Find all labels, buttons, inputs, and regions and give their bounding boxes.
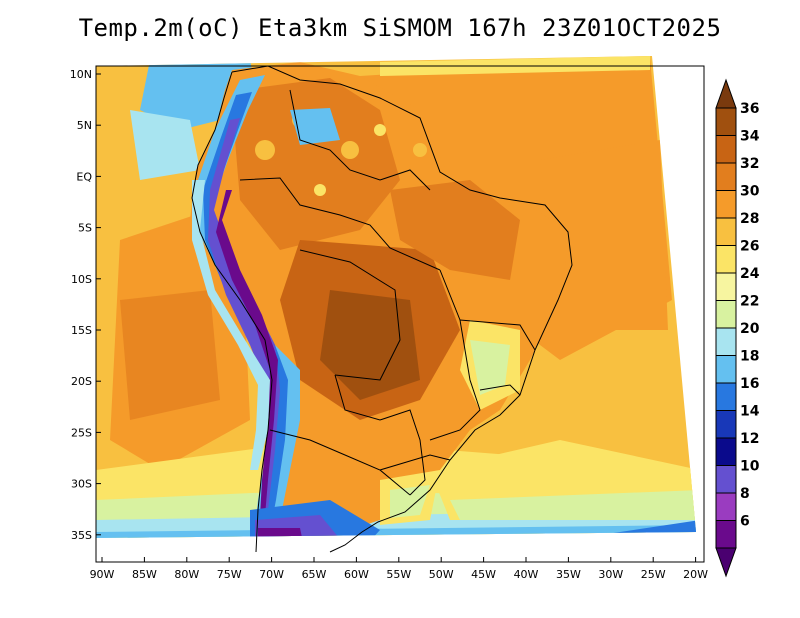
lon-tick-label: 50W (429, 568, 454, 581)
lat-tick-label: 10N (70, 68, 92, 81)
longitude-axis: 90W 85W 80W 75W 70W 65W 60W 55W 50W 45W 40W 35W 30W 2… (90, 557, 708, 581)
map-title: Temp.2m(oC) Eta3km SiSMOM 167h 23Z01OCT2… (78, 14, 722, 42)
lon-tick-label: 45W (471, 568, 496, 581)
colorbar-label: 16 (740, 376, 759, 392)
lon-tick-label: 70W (259, 568, 284, 581)
lon-tick-label: 25W (641, 568, 666, 581)
colorbar-label: 22 (740, 294, 759, 310)
colorbar-segment (715, 300, 737, 329)
colorbar-label: 14 (740, 404, 760, 420)
colorbar: 36 34 32 30 28 26 24 22 20 18 16 14 12 10 8 6 (715, 78, 760, 578)
lat-tick-label: EQ (76, 170, 92, 183)
colorbar-label: 6 (740, 514, 750, 530)
colorbar-segment (715, 355, 737, 384)
lat-tick-label: 20S (71, 375, 92, 388)
colorbar-label: 12 (740, 431, 759, 447)
lon-tick-label: 90W (90, 568, 115, 581)
colorbar-label: 28 (740, 211, 759, 227)
temperature-field (96, 56, 696, 538)
lat-tick-label: 5N (77, 119, 92, 132)
colorbar-label: 8 (740, 486, 750, 502)
colorbar-segment (715, 410, 737, 439)
lat-tick-label: 10S (71, 273, 92, 286)
lon-tick-label: 55W (386, 568, 411, 581)
colorbar-label: 30 (740, 184, 760, 200)
latitude-axis: 10N 5N EQ 5S 10S 15S 20S 25S 30S 35S (70, 68, 101, 542)
colorbar-segment (715, 520, 737, 549)
lon-tick-label: 40W (514, 568, 539, 581)
colorbar-segment (715, 217, 737, 246)
colorbar-segment (715, 465, 737, 494)
lat-tick-label: 35S (71, 529, 92, 542)
lat-tick-label: 25S (71, 426, 92, 439)
colorbar-label: 10 (740, 459, 760, 475)
lon-tick-label: 65W (302, 568, 327, 581)
colorbar-segment (715, 327, 737, 356)
colorbar-segment (715, 107, 737, 136)
colorbar-label: 26 (740, 239, 759, 255)
lat-tick-label: 15S (71, 324, 92, 337)
colorbar-top-arrow (715, 78, 737, 109)
coastlines-and-borders (191, 65, 573, 553)
colorbar-segment (715, 382, 737, 411)
lon-tick-label: 30W (598, 568, 623, 581)
lon-tick-label: 20W (683, 568, 708, 581)
colorbar-segment (715, 272, 737, 301)
colorbar-label: 20 (740, 321, 760, 337)
plot-frame (95, 65, 705, 563)
lon-tick-label: 85W (132, 568, 157, 581)
lon-tick-label: 75W (217, 568, 242, 581)
colorbar-segment (715, 190, 737, 219)
colorbar-segment (715, 162, 737, 191)
colorbar-label: 34 (740, 129, 760, 145)
lat-tick-label: 5S (78, 222, 92, 235)
colorbar-label: 24 (740, 266, 760, 282)
colorbar-label: 36 (740, 101, 759, 117)
colorbar-segment (715, 245, 737, 274)
colorbar-label: 32 (740, 156, 759, 172)
lon-tick-label: 35W (556, 568, 581, 581)
colorbar-segment (715, 135, 737, 164)
lon-tick-label: 80W (174, 568, 199, 581)
colorbar-segment (715, 437, 737, 466)
colorbar-segment (715, 492, 737, 521)
lat-tick-label: 30S (71, 478, 92, 491)
colorbar-bottom-arrow (715, 547, 737, 578)
lon-tick-label: 60W (344, 568, 369, 581)
colorbar-label: 18 (740, 349, 759, 365)
